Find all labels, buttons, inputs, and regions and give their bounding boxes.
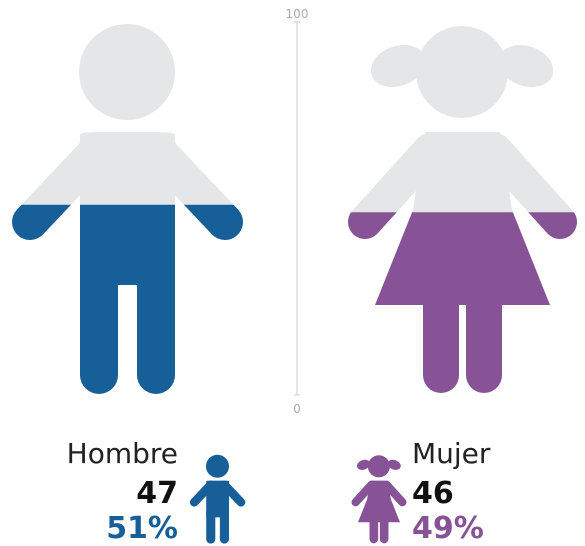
figure-part xyxy=(382,480,407,507)
figure-part xyxy=(478,133,577,239)
category-label: Hombre xyxy=(67,437,178,470)
category-label: Mujer xyxy=(412,437,491,470)
figure-empty xyxy=(12,24,243,394)
figure-fill xyxy=(348,212,577,393)
share-label: 49% xyxy=(412,511,484,546)
value-label: 46 xyxy=(412,476,454,511)
value-label: 47 xyxy=(136,476,178,511)
figure-part xyxy=(367,455,390,478)
y-tick-label: 100 xyxy=(286,7,309,21)
figure-part xyxy=(416,26,508,118)
figure-part xyxy=(205,454,229,478)
figure-part xyxy=(370,44,426,88)
figure-part xyxy=(183,204,243,240)
legend-icon xyxy=(351,455,407,544)
figure-part xyxy=(351,480,376,507)
figure-fill xyxy=(12,204,243,394)
figure-part xyxy=(498,44,554,88)
figure-part xyxy=(79,24,175,120)
figure-part xyxy=(189,480,215,507)
figure-empty xyxy=(348,26,577,393)
figure-part xyxy=(375,212,550,305)
share-label: 51% xyxy=(106,511,178,546)
figure-part xyxy=(220,480,246,507)
y-tick-label: 0 xyxy=(293,402,301,416)
figure-part xyxy=(356,459,371,470)
figure-part xyxy=(12,204,72,240)
figure-part xyxy=(348,133,447,239)
legend-icon xyxy=(189,454,246,544)
figure-part xyxy=(387,459,401,470)
